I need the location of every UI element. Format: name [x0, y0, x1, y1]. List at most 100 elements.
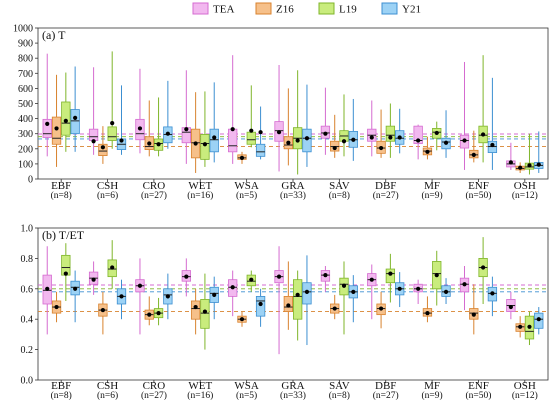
y-tick-label: 700	[18, 69, 33, 80]
x-tick-label-osh: OSH	[514, 180, 536, 192]
x-tick-label-enf: ENF	[468, 380, 489, 392]
y-tick-label: 1000	[13, 24, 33, 35]
box-cro-z16-mean	[147, 312, 152, 317]
box-ebf-z16-mean	[54, 304, 59, 310]
legend-label-tea: TEA	[213, 4, 234, 16]
box-ebf-z16-mean	[54, 126, 59, 131]
x-tick-label-osh: OSH	[514, 380, 536, 392]
box-osh-y21-mean	[536, 162, 541, 167]
legend-swatch-l19	[318, 2, 335, 15]
y-tick-label: 1.0	[21, 224, 34, 235]
x-tick-label-wet: WET	[188, 380, 212, 392]
box-cro-y21-mean	[165, 294, 170, 299]
sample-count-dbf: (n=27)	[373, 390, 399, 401]
y-tick-label: 900	[18, 39, 33, 50]
box-csh-l19-mean	[110, 265, 115, 270]
box-gra-l19-mean	[295, 138, 300, 143]
sample-count-ebf: (n=8)	[51, 390, 72, 401]
box-dbf-l19	[385, 268, 396, 284]
box-gra-y21-mean	[304, 136, 310, 141]
sample-count-wsa: (n=5)	[236, 390, 257, 401]
box-wet-tea-mean	[184, 127, 189, 132]
x-tick-label-mf: MF	[424, 380, 440, 392]
box-csh-tea	[88, 128, 99, 141]
sample-count-enf: (n=50)	[465, 390, 491, 401]
box-dbf-l19-mean	[388, 271, 393, 276]
box-csh-y21-mean	[119, 294, 124, 299]
box-sav-tea-mean	[323, 131, 328, 136]
box-enf-l19-mean	[481, 265, 486, 270]
legend-label-z16: Z16	[276, 4, 294, 16]
sample-count-ebf: (n=8)	[51, 190, 72, 201]
panel-title: (b) T/ET	[42, 228, 85, 242]
panel-t: 0 100 200 300 400 500 600 700 800 900 1000 (a) T EBF…	[13, 24, 549, 201]
x-tick-label-csh: CSH	[97, 380, 118, 392]
box-sav-z16-mean	[332, 306, 337, 311]
legend-swatch-z16	[255, 2, 272, 15]
box-dbf-tea-mean	[369, 135, 374, 140]
panel-title: (a) T	[42, 28, 66, 42]
box-ebf-y21-mean	[73, 286, 78, 291]
legend: TEA Z16 L19 Y21	[192, 2, 421, 16]
box-ebf-tea-mean	[45, 121, 50, 126]
sample-count-dbf: (n=27)	[373, 190, 399, 201]
box-osh-z16-mean	[518, 324, 523, 329]
x-tick-label-enf: ENF	[468, 180, 489, 192]
box-cro-l19-mean	[156, 142, 161, 147]
panel-t-et: 0.00.20.40.60.81.0 (b) T/ETEBF(n=8)CSH(n=…	[21, 224, 549, 401]
box-sav-z16-mean	[332, 145, 337, 151]
box-cro-y21-mean	[165, 131, 170, 136]
box-gra-l19-mean	[295, 292, 300, 297]
x-tick-label-sav: SAV	[329, 180, 350, 192]
y-tick-label: 400	[18, 114, 33, 125]
box-dbf-l19-mean	[388, 135, 393, 140]
box-csh-l19-mean	[110, 121, 115, 126]
box-csh-z16-mean	[100, 307, 105, 313]
box-osh-l19-mean	[527, 163, 532, 168]
box-mf-l19-mean	[434, 130, 439, 136]
box-csh-z16-mean	[100, 145, 105, 150]
y-tick-label: 200	[18, 144, 33, 155]
box-wet-tea-mean	[184, 274, 189, 279]
box-wet-y21-mean	[212, 292, 217, 297]
box-wet-y21	[209, 128, 219, 153]
x-tick-label-csh: CSH	[97, 180, 118, 192]
box-wsa-tea-mean	[230, 127, 235, 132]
box-wet-z16-mean	[193, 141, 198, 146]
x-tick-label-gra: GRA	[281, 180, 304, 192]
box-sav-l19-mean	[341, 139, 347, 144]
box-osh-tea-mean	[508, 160, 513, 165]
sample-count-csh: (n=6)	[97, 190, 118, 201]
legend-label-y21: Y21	[402, 4, 421, 16]
box-ebf-l19	[61, 101, 71, 136]
box-enf-l19-mean	[481, 132, 486, 137]
box-dbf-y21-mean	[397, 135, 402, 140]
x-tick-label-ebf: EBF	[51, 380, 71, 392]
y-tick-label: 600	[18, 84, 33, 95]
box-mf-tea-mean	[416, 286, 421, 291]
box-wsa-z16-mean	[239, 317, 245, 322]
box-csh-tea-mean	[91, 277, 96, 282]
box-csh-z16	[98, 143, 108, 156]
x-tick-label-wsa: WSA	[234, 380, 259, 392]
box-ebf-tea	[42, 118, 52, 138]
box-wet-l19-mean	[202, 142, 208, 147]
y-tick-label: 800	[18, 54, 33, 65]
sample-count-mf: (n=9)	[421, 190, 442, 201]
box-dbf-l19	[385, 125, 396, 142]
box-ebf-y21	[70, 109, 80, 135]
y-tick-label: 0.4	[21, 315, 34, 326]
x-tick-label-sav: SAV	[329, 380, 350, 392]
x-tick-label-ebf: EBF	[51, 180, 71, 192]
box-gra-l19	[292, 279, 303, 320]
box-gra-z16-mean	[286, 140, 291, 145]
box-dbf-tea-mean	[369, 277, 374, 282]
box-mf-y21-mean	[443, 140, 449, 145]
box-wet-z16-mean	[193, 304, 198, 310]
box-cro-z16-mean	[147, 141, 152, 146]
box-enf-y21-mean	[490, 291, 495, 296]
x-tick-label-dbf: DBF	[375, 380, 396, 392]
box-wsa-y21	[255, 295, 266, 317]
box-gra-y21-mean	[304, 289, 310, 294]
box-enf-y21-mean	[490, 142, 495, 148]
